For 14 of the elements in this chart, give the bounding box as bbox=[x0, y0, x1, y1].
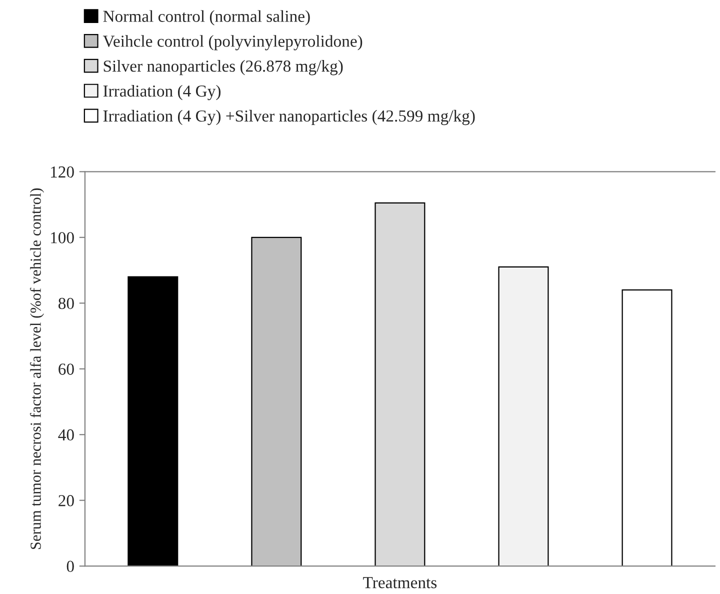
y-tick-label: 80 bbox=[58, 298, 74, 310]
y-tick-label: 60 bbox=[58, 364, 74, 375]
legend-label: Veihcle control (polyvinylepyrolidone) bbox=[102, 35, 362, 50]
legend-label: Irradiation (4 Gy) +Silver nanoparticles (42.599 mg/kg) bbox=[103, 110, 475, 126]
legend-label: Irradiation (4 Gy) bbox=[103, 84, 220, 100]
legend-label: Silver nanoparticles (26.878 mg/kg) bbox=[104, 60, 343, 76]
y-axis-title: Serum tumor necrosi factor alfa level (%of vehicle control) bbox=[30, 188, 44, 549]
y-tick-label: 120 bbox=[51, 166, 74, 178]
y-tick-label: 20 bbox=[58, 495, 74, 506]
y-tick-label: 0 bbox=[66, 560, 74, 572]
y-tick-label: 100 bbox=[51, 232, 74, 244]
legend-label: Normal control (normal saline) bbox=[103, 10, 310, 26]
y-tick-label: 40 bbox=[58, 429, 74, 441]
x-axis-title: Treatments bbox=[363, 577, 437, 588]
